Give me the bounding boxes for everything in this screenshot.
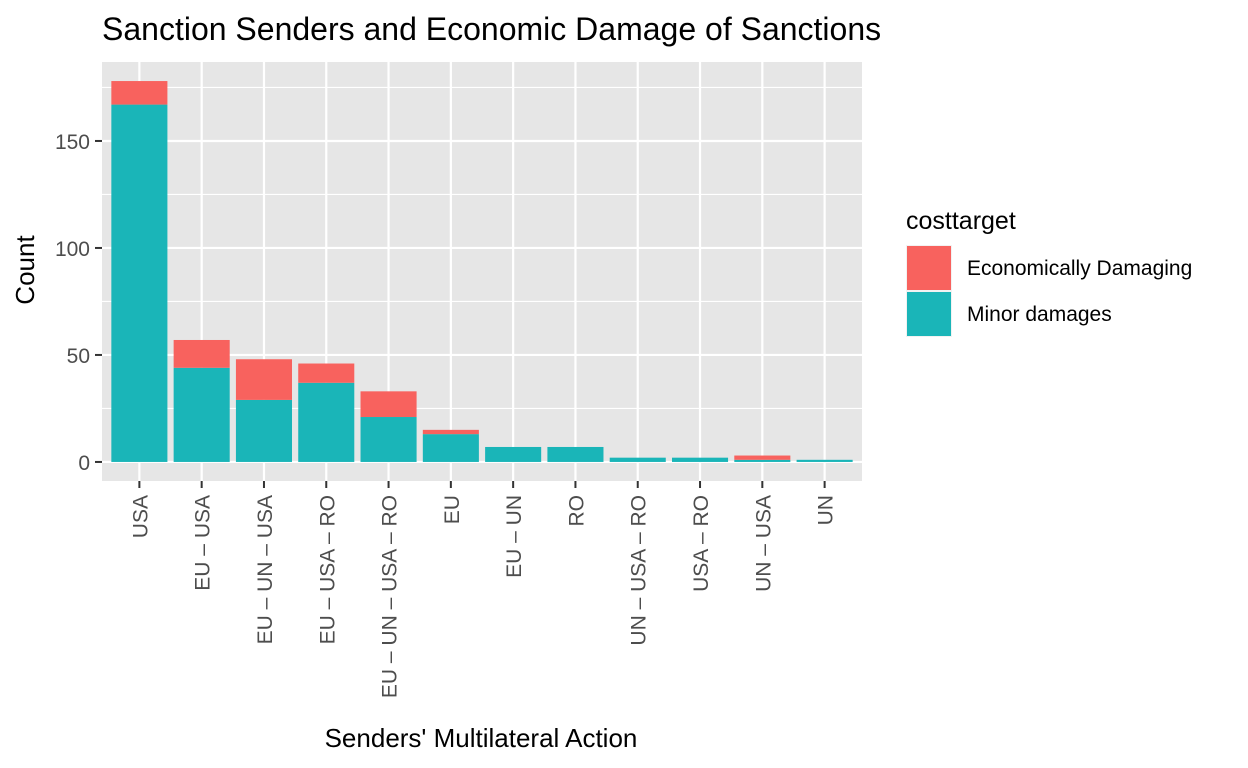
x-tick-label: EU bbox=[441, 495, 464, 524]
bar-segment bbox=[298, 382, 355, 462]
y-tick-label: 150 bbox=[55, 131, 90, 154]
bar-segment bbox=[173, 339, 230, 368]
x-tick-label: EU – USA – RO bbox=[316, 495, 339, 644]
bar-segment bbox=[111, 81, 168, 105]
legend-title: costtarget bbox=[906, 207, 1016, 235]
x-tick-label: EU – USA bbox=[192, 495, 215, 591]
bar-segment bbox=[360, 391, 417, 418]
bar-segment bbox=[422, 434, 479, 462]
x-tick-label: RO bbox=[565, 495, 588, 527]
y-tick-label: 100 bbox=[55, 238, 90, 261]
legend-key bbox=[907, 246, 951, 290]
legend-label: Minor damages bbox=[967, 303, 1112, 326]
bar-segment bbox=[734, 455, 791, 460]
bar-segment bbox=[235, 399, 292, 462]
x-tick-label: EU – UN – USA – RO bbox=[379, 495, 402, 698]
bar-segment bbox=[796, 459, 853, 462]
y-axis-title: Count bbox=[10, 235, 40, 305]
bar-segment bbox=[547, 446, 604, 462]
bar-segment bbox=[111, 104, 168, 462]
x-tick-label: UN bbox=[815, 495, 838, 525]
legend-key bbox=[907, 292, 951, 336]
bar-segment bbox=[360, 417, 417, 462]
x-tick-label: EU – UN – USA bbox=[254, 495, 277, 644]
x-tick-label: EU – UN bbox=[503, 495, 526, 578]
x-tick-label: UN – USA bbox=[752, 495, 775, 592]
plot-panel: 0 50 100 150 USA EU – USA EU – UN – USA EU – US… bbox=[55, 62, 862, 698]
legend: costtarget Economically Damaging Minor da… bbox=[906, 207, 1192, 337]
bar-segment bbox=[298, 363, 355, 383]
bar-segment bbox=[734, 459, 791, 462]
x-tick-label: USA bbox=[129, 495, 152, 538]
chart-title: Sanction Senders and Economic Damage of … bbox=[102, 11, 881, 47]
legend-label: Economically Damaging bbox=[967, 257, 1192, 280]
bar-segment bbox=[235, 359, 292, 400]
bar-segment bbox=[173, 367, 230, 462]
y-tick-label: 0 bbox=[78, 452, 90, 475]
x-tick-label: UN – USA – RO bbox=[628, 495, 651, 646]
bar-segment bbox=[485, 446, 542, 462]
bar-segment bbox=[672, 457, 729, 462]
x-axis-title: Senders' Multilateral Action bbox=[325, 723, 638, 753]
y-tick-label: 50 bbox=[67, 345, 90, 368]
bar-segment bbox=[609, 457, 666, 462]
x-tick-label: USA – RO bbox=[690, 495, 713, 592]
bar-segment bbox=[422, 429, 479, 435]
